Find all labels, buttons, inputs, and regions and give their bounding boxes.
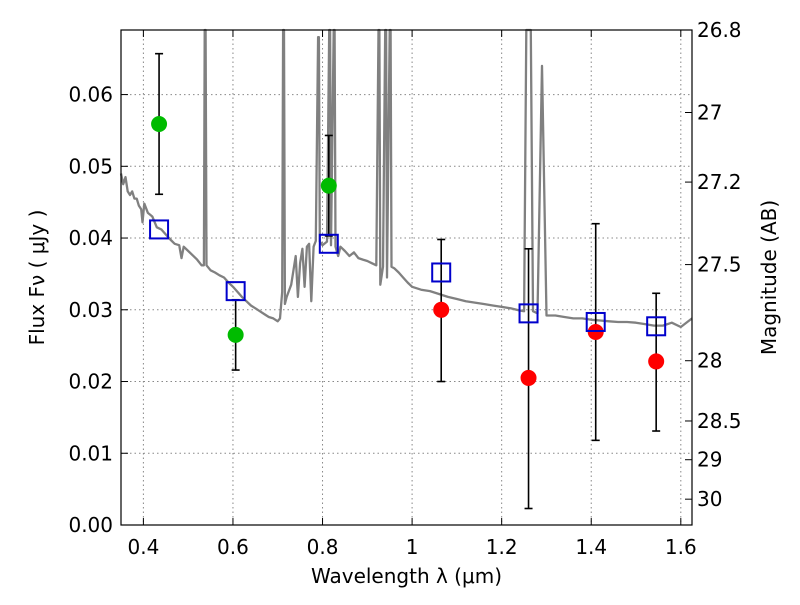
grid-layer [121,30,692,525]
x-tick-label: 1.6 [665,535,697,559]
plot-frame [120,29,693,526]
red-data-point [648,353,665,370]
model-photometry-square [318,233,339,254]
green-data-point [151,115,168,132]
y2-tick-label: 27.2 [697,170,742,194]
x-tick-label: 0.6 [217,535,249,559]
x-tick-label: 1.2 [486,535,518,559]
y-tick-label: 0.02 [68,370,113,394]
red-data-point [520,369,537,386]
model-photometry-square [585,311,606,332]
model-spectrum-line [119,28,693,329]
model-photometry-square [225,281,246,302]
y2-tick-label: 29 [697,448,722,472]
x-axis-title: Wavelength λ (μm) [311,564,502,588]
green-data-point [227,326,244,343]
marker-layer [149,115,667,386]
y-tick-label: 0.01 [68,441,113,465]
red-data-point [587,324,604,341]
y-tick-label: 0.06 [68,83,113,107]
model-spectrum-layer [119,28,693,329]
y2-axis-title: Magnitude (AB) [757,200,781,355]
model-photometry-square [149,219,170,240]
y-axis-title: Flux Fν ( μJy ) [25,210,49,346]
y2-tick-label: 26.8 [697,18,742,42]
y2-tick-label: 28.5 [697,409,742,433]
tick-layer: 0.4 0.6 0.8 1 1.2 1.4 1.6 0.00 0.01 0.02 0.03 0.04 0… [68,18,741,559]
x-tick-label: 1.4 [575,535,607,559]
x-tick-label: 0.8 [307,535,339,559]
y-tick-label: 0.05 [68,154,113,178]
model-photometry-square [431,262,452,283]
green-data-point [320,177,337,194]
model-photometry-square [646,316,667,337]
y2-tick-label: 27.5 [697,253,742,277]
y-tick-label: 0.00 [68,513,113,537]
y-tick-label: 0.04 [68,226,113,250]
model-photometry-square [518,303,539,324]
red-data-point [433,301,450,318]
y2-tick-label: 30 [697,487,722,511]
x-tick-label: 1 [406,535,419,559]
y-tick-label: 0.03 [68,298,113,322]
x-tick-label: 0.4 [127,535,159,559]
y2-tick-label: 27 [697,101,722,125]
y2-tick-label: 28 [697,349,722,373]
